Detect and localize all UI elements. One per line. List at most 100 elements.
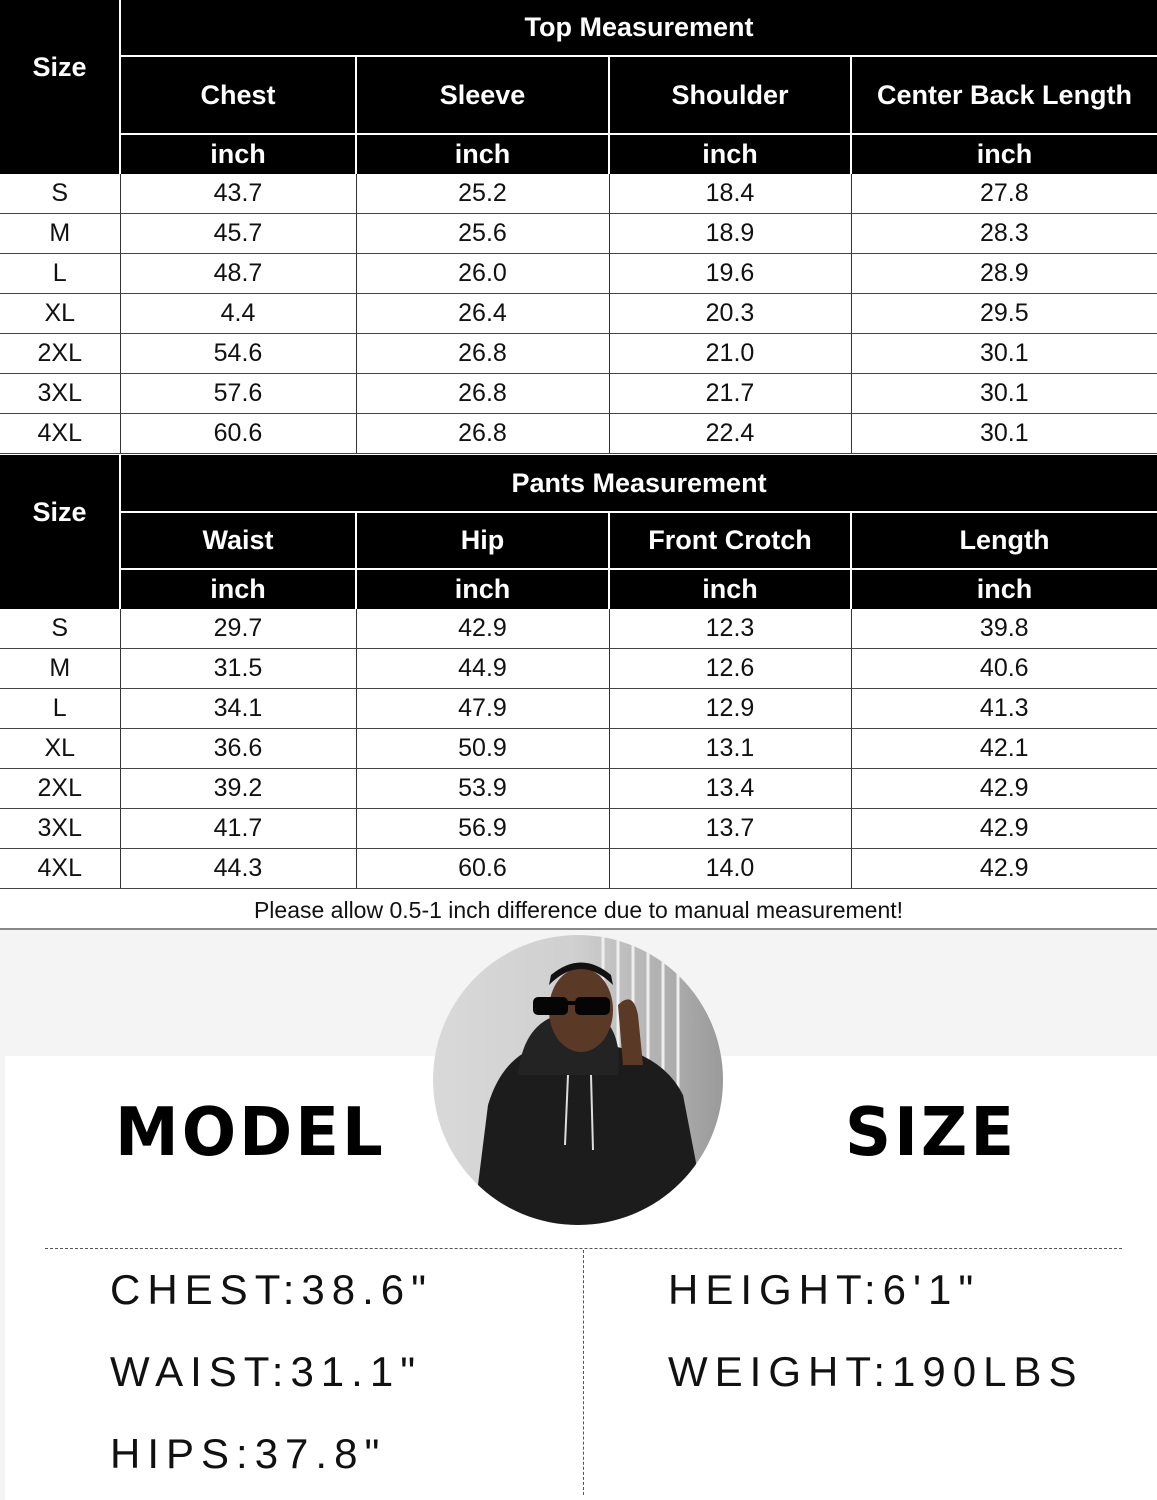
value-cell: 41.7: [120, 808, 357, 849]
column-header: Hip: [356, 512, 610, 569]
size-word: SIZE: [845, 1094, 1018, 1172]
size-cell: L: [0, 688, 121, 729]
size-cell: 4XL: [0, 848, 121, 889]
value-cell: 42.9: [851, 848, 1157, 889]
value-cell: 25.6: [356, 213, 610, 254]
value-cell: 45.7: [120, 213, 357, 254]
value-cell: 13.7: [609, 808, 852, 849]
table-row: XL 4.4 26.4 20.3 29.5: [0, 293, 1157, 334]
value-cell: 57.6: [120, 373, 357, 414]
value-cell: 47.9: [356, 688, 610, 729]
value-cell: 42.9: [851, 768, 1157, 809]
value-cell: 42.9: [356, 609, 610, 649]
column-unit: inch: [609, 133, 852, 174]
value-cell: 26.8: [356, 413, 610, 454]
value-cell: 39.2: [120, 768, 357, 809]
column-header: Sleeve: [356, 56, 610, 134]
table-row: S 43.7 25.2 18.4 27.8: [0, 174, 1157, 214]
value-cell: 53.9: [356, 768, 610, 809]
value-cell: 41.3: [851, 688, 1157, 729]
size-cell: M: [0, 213, 121, 254]
value-cell: 42.9: [851, 808, 1157, 849]
pants-measurement-table: Size Pants Measurement Waist Hip Front Cro…: [0, 455, 1157, 889]
size-header: Size: [0, 455, 121, 569]
table-row: 2XL 39.2 53.9 13.4 42.9: [0, 768, 1157, 809]
value-cell: 42.1: [851, 728, 1157, 769]
table-row: 2XL 54.6 26.8 21.0 30.1: [0, 333, 1157, 374]
size-cell: S: [0, 174, 121, 214]
value-cell: 54.6: [120, 333, 357, 374]
size-cell: 4XL: [0, 413, 121, 454]
size-cell: M: [0, 648, 121, 689]
value-cell: 13.1: [609, 728, 852, 769]
size-cell: 2XL: [0, 333, 121, 374]
value-cell: 14.0: [609, 848, 852, 889]
value-cell: 29.7: [120, 609, 357, 649]
value-cell: 26.0: [356, 253, 610, 294]
column-header: Front Crotch: [609, 512, 852, 569]
size-header: Size: [0, 0, 121, 134]
value-cell: 12.3: [609, 609, 852, 649]
value-cell: 18.9: [609, 213, 852, 254]
value-cell: 30.1: [851, 373, 1157, 414]
value-cell: 12.9: [609, 688, 852, 729]
size-cell: XL: [0, 293, 121, 334]
table-title: Top Measurement: [120, 0, 1157, 57]
stat-chest: CHEST:38.6": [110, 1266, 434, 1313]
column-header: Chest: [120, 56, 357, 134]
value-cell: 31.5: [120, 648, 357, 689]
value-cell: 56.9: [356, 808, 610, 849]
value-cell: 25.2: [356, 174, 610, 214]
value-cell: 30.1: [851, 413, 1157, 454]
column-header: Shoulder: [609, 56, 852, 134]
column-unit: inch: [120, 133, 357, 174]
stat-height: HEIGHT:6'1": [668, 1266, 981, 1313]
value-cell: 21.7: [609, 373, 852, 414]
table-row: XL 36.6 50.9 13.1 42.1: [0, 728, 1157, 769]
value-cell: 39.8: [851, 609, 1157, 649]
column-unit: inch: [120, 568, 357, 609]
column-unit: inch: [851, 133, 1157, 174]
value-cell: 48.7: [120, 253, 357, 294]
value-cell: 12.6: [609, 648, 852, 689]
column-header: Waist: [120, 512, 357, 569]
value-cell: 13.4: [609, 768, 852, 809]
value-cell: 28.3: [851, 213, 1157, 254]
model-photo-illustration: [473, 935, 708, 1225]
value-cell: 20.3: [609, 293, 852, 334]
table-row: M 31.5 44.9 12.6 40.6: [0, 648, 1157, 689]
size-cell: L: [0, 253, 121, 294]
stat-weight: WEIGHT:190LBS: [668, 1348, 1084, 1395]
value-cell: 26.4: [356, 293, 610, 334]
value-cell: 22.4: [609, 413, 852, 454]
value-cell: 4.4: [120, 293, 357, 334]
value-cell: 27.8: [851, 174, 1157, 214]
table-row: M 45.7 25.6 18.9 28.3: [0, 213, 1157, 254]
size-cell: 2XL: [0, 768, 121, 809]
measurement-note: Please allow 0.5-1 inch difference due t…: [0, 890, 1157, 930]
table-row: 4XL 60.6 26.8 22.4 30.1: [0, 413, 1157, 454]
value-cell: 26.8: [356, 373, 610, 414]
divider-vertical: [583, 1250, 584, 1495]
value-cell: 21.0: [609, 333, 852, 374]
model-photo: [433, 935, 723, 1225]
column-unit: inch: [356, 568, 610, 609]
table-row: L 48.7 26.0 19.6 28.9: [0, 253, 1157, 294]
value-cell: 29.5: [851, 293, 1157, 334]
value-cell: 34.1: [120, 688, 357, 729]
column-unit: inch: [609, 568, 852, 609]
value-cell: 18.4: [609, 174, 852, 214]
value-cell: 44.9: [356, 648, 610, 689]
model-word: MODEL: [115, 1094, 386, 1172]
column-unit: inch: [851, 568, 1157, 609]
value-cell: 50.9: [356, 728, 610, 769]
value-cell: 44.3: [120, 848, 357, 889]
size-cell: 3XL: [0, 373, 121, 414]
value-cell: 40.6: [851, 648, 1157, 689]
stat-waist: WAIST:31.1": [110, 1348, 423, 1395]
value-cell: 19.6: [609, 253, 852, 294]
size-cell: XL: [0, 728, 121, 769]
table-title: Pants Measurement: [120, 455, 1157, 513]
value-cell: 26.8: [356, 333, 610, 374]
value-cell: 28.9: [851, 253, 1157, 294]
